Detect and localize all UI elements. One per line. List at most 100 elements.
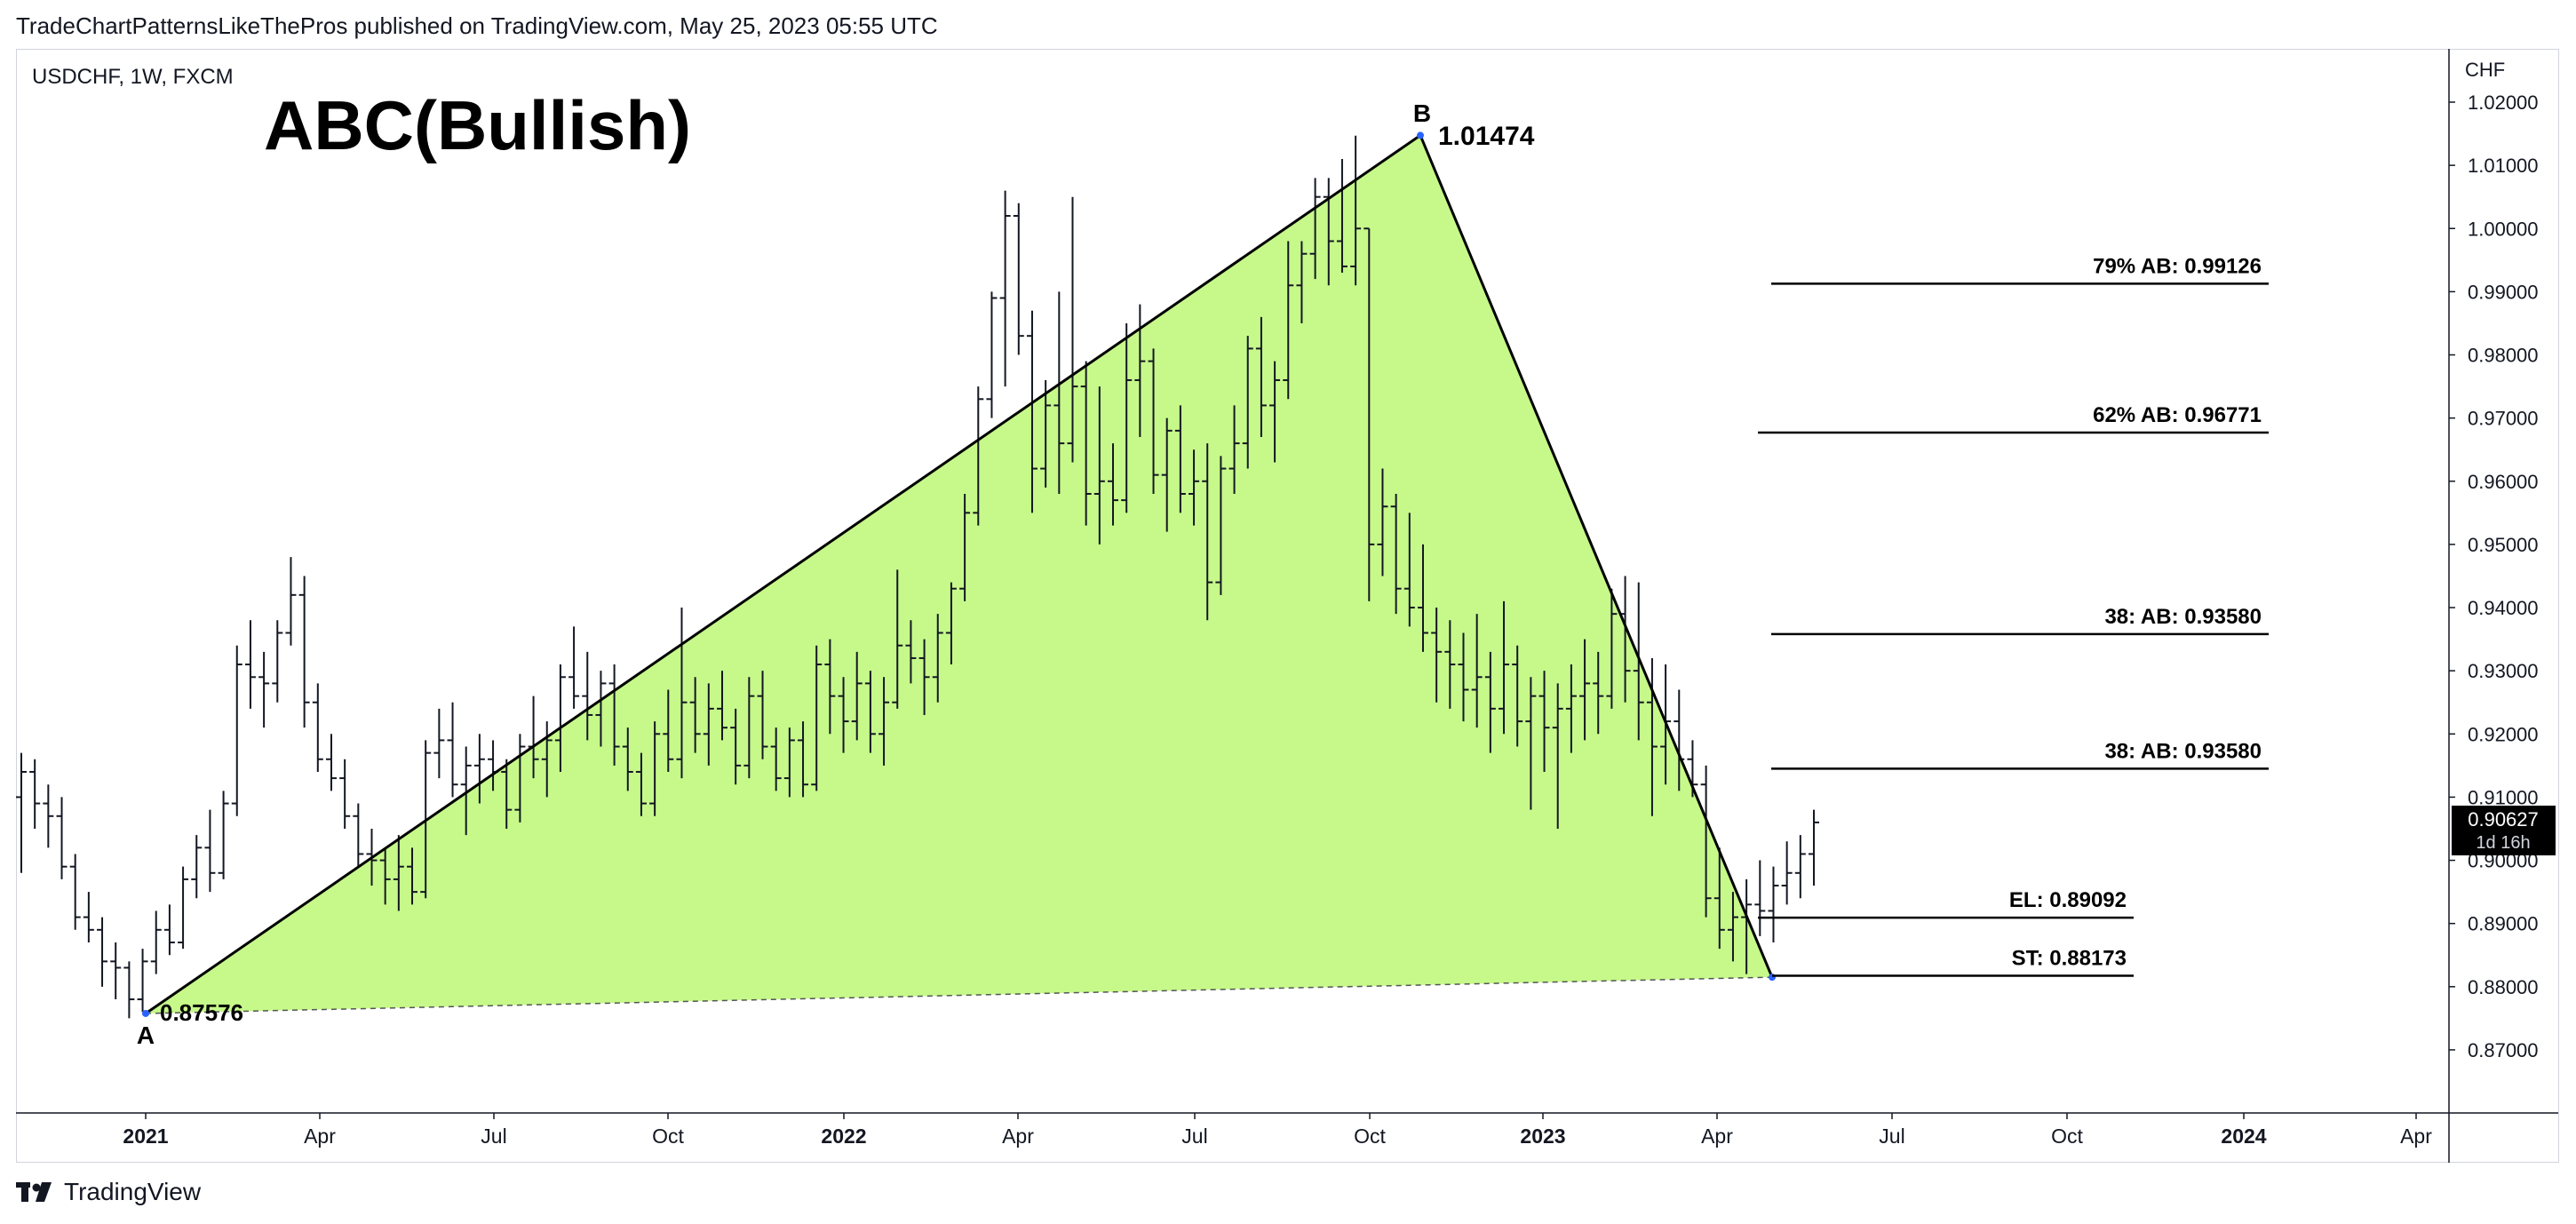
ohlc-bar <box>622 727 633 791</box>
point-b-value: 1.01474 <box>1438 122 1535 151</box>
ohlc-bar <box>501 759 513 829</box>
ohlc-bar <box>703 683 714 766</box>
ohlc-bar <box>56 797 68 879</box>
ohlc-bar <box>1269 361 1281 463</box>
ohlc-bar <box>959 494 971 601</box>
ohlc-bar <box>879 677 890 766</box>
x-tick-label: Apr <box>1002 1125 1034 1148</box>
ohlc-bar <box>1174 405 1186 513</box>
ohlc-bar <box>892 569 903 709</box>
ohlc-bar <box>1633 582 1644 741</box>
tradingview-logo[interactable]: TradingView <box>16 1178 201 1206</box>
ohlc-bar <box>123 961 135 1019</box>
ohlc-bar <box>743 677 755 779</box>
ohlc-bar <box>945 582 957 665</box>
ohlc-bar <box>757 671 768 759</box>
level-label: 79% AB: 0.99126 <box>2093 254 2262 278</box>
ohlc-bar <box>1228 405 1240 495</box>
ohlc-bar <box>1080 361 1092 526</box>
ohlc-bar <box>1067 196 1078 463</box>
ohlc-bar <box>244 620 256 709</box>
y-tick-label: 0.99000 <box>2468 281 2539 303</box>
x-tick-label: Oct <box>1354 1125 1386 1148</box>
y-tick-label: 0.89000 <box>2468 913 2539 935</box>
ohlc-bar <box>1121 322 1133 513</box>
point-b-handle[interactable] <box>1417 131 1424 139</box>
ohlc-bar <box>1579 639 1591 741</box>
point-b-label: B <box>1413 99 1431 127</box>
ohlc-bar <box>541 721 553 798</box>
y-tick-label: 0.87000 <box>2468 1039 2539 1061</box>
ohlc-bar <box>514 734 526 823</box>
ohlc-bar <box>339 759 351 829</box>
ohlc-bar <box>473 734 485 804</box>
y-tick-label: 0.96000 <box>2468 471 2539 493</box>
ohlc-bar <box>1242 336 1253 469</box>
ohlc-bar <box>447 702 458 798</box>
ohlc-bar <box>1323 178 1334 286</box>
ohlc-bar <box>231 645 242 816</box>
ohlc-bar <box>798 721 809 798</box>
ohlc-bar <box>1593 651 1604 735</box>
y-tick-label: 0.97000 <box>2468 408 2539 430</box>
ohlc-bar <box>1189 449 1200 526</box>
currency-label: CHF <box>2465 59 2505 81</box>
ohlc-bar <box>1565 664 1577 753</box>
ohlc-bar <box>150 910 162 974</box>
ohlc-bar <box>595 671 607 747</box>
ohlc-bar <box>407 847 418 905</box>
y-tick-label: 0.94000 <box>2468 597 2539 619</box>
ohlc-bar <box>191 835 203 899</box>
ohlc-bar <box>1108 443 1119 526</box>
fib-levels-layer: 79% AB: 0.99126 62% AB: 0.96771 38: AB: 0.… <box>1758 254 2269 977</box>
ohlc-bar <box>608 664 620 766</box>
ohlc-bar <box>1606 588 1618 709</box>
pattern-triangle-fill <box>146 135 1772 1013</box>
point-a-label: A <box>137 1021 155 1049</box>
ohlc-bar <box>97 917 108 987</box>
ohlc-bar <box>582 651 593 741</box>
ohlc-bar <box>811 645 823 791</box>
ohlc-bar <box>1013 203 1024 355</box>
x-tick-label: 2022 <box>821 1125 866 1148</box>
ohlc-bar <box>1700 765 1712 918</box>
ohlc-bar <box>16 752 27 873</box>
ohlc-bar <box>554 664 566 772</box>
x-tick-label: Apr <box>304 1125 336 1148</box>
ohlc-bar <box>258 651 270 728</box>
ohlc-bar <box>1727 892 1738 962</box>
ohlc-bar <box>29 759 41 829</box>
price-bars-layer <box>16 135 1819 1019</box>
ohlc-bar <box>1781 841 1793 905</box>
ohlc-bar <box>716 671 727 741</box>
price-tag <box>2452 806 2556 855</box>
ohlc-bar <box>218 791 229 879</box>
point-a-handle[interactable] <box>142 1009 149 1017</box>
symbol-label: USDCHF, 1W, FXCM <box>32 65 234 89</box>
ohlc-bar <box>1255 316 1267 437</box>
ohlc-bar <box>1552 683 1563 829</box>
ohlc-bar <box>730 708 742 785</box>
ohlc-bar <box>932 614 943 703</box>
y-tick-label: 0.98000 <box>2468 345 2539 367</box>
ohlc-bar <box>1512 645 1523 747</box>
pattern-fill-layer <box>146 135 1772 1013</box>
ohlc-bar <box>379 847 391 905</box>
x-tick-label: Apr <box>1701 1125 1733 1148</box>
ohlc-bar <box>1202 443 1213 621</box>
ohlc-bar <box>1161 417 1173 532</box>
ohlc-bar <box>1026 310 1038 513</box>
level-label: 38: AB: 0.93580 <box>2104 739 2262 763</box>
ohlc-bar <box>1794 835 1806 899</box>
ohlc-bar <box>1390 494 1402 615</box>
x-tick-label: Jul <box>481 1125 506 1148</box>
ohlc-bar <box>204 809 216 893</box>
ohlc-bar <box>1768 866 1779 943</box>
ohlc-bar <box>137 949 148 1013</box>
price-tag-value: 0.90627 <box>2468 808 2539 831</box>
ohlc-bar <box>1431 608 1443 703</box>
ohlc-bar <box>838 677 849 753</box>
price-tag-countdown: 1d 16h <box>2476 833 2530 853</box>
ohlc-bar <box>1093 386 1105 544</box>
